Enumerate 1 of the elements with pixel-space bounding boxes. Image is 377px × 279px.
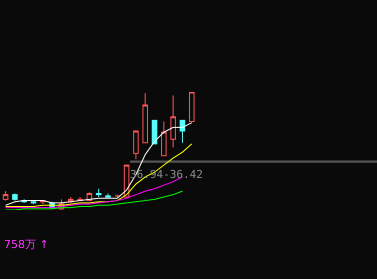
text: 758万 ↑: [4, 238, 49, 251]
